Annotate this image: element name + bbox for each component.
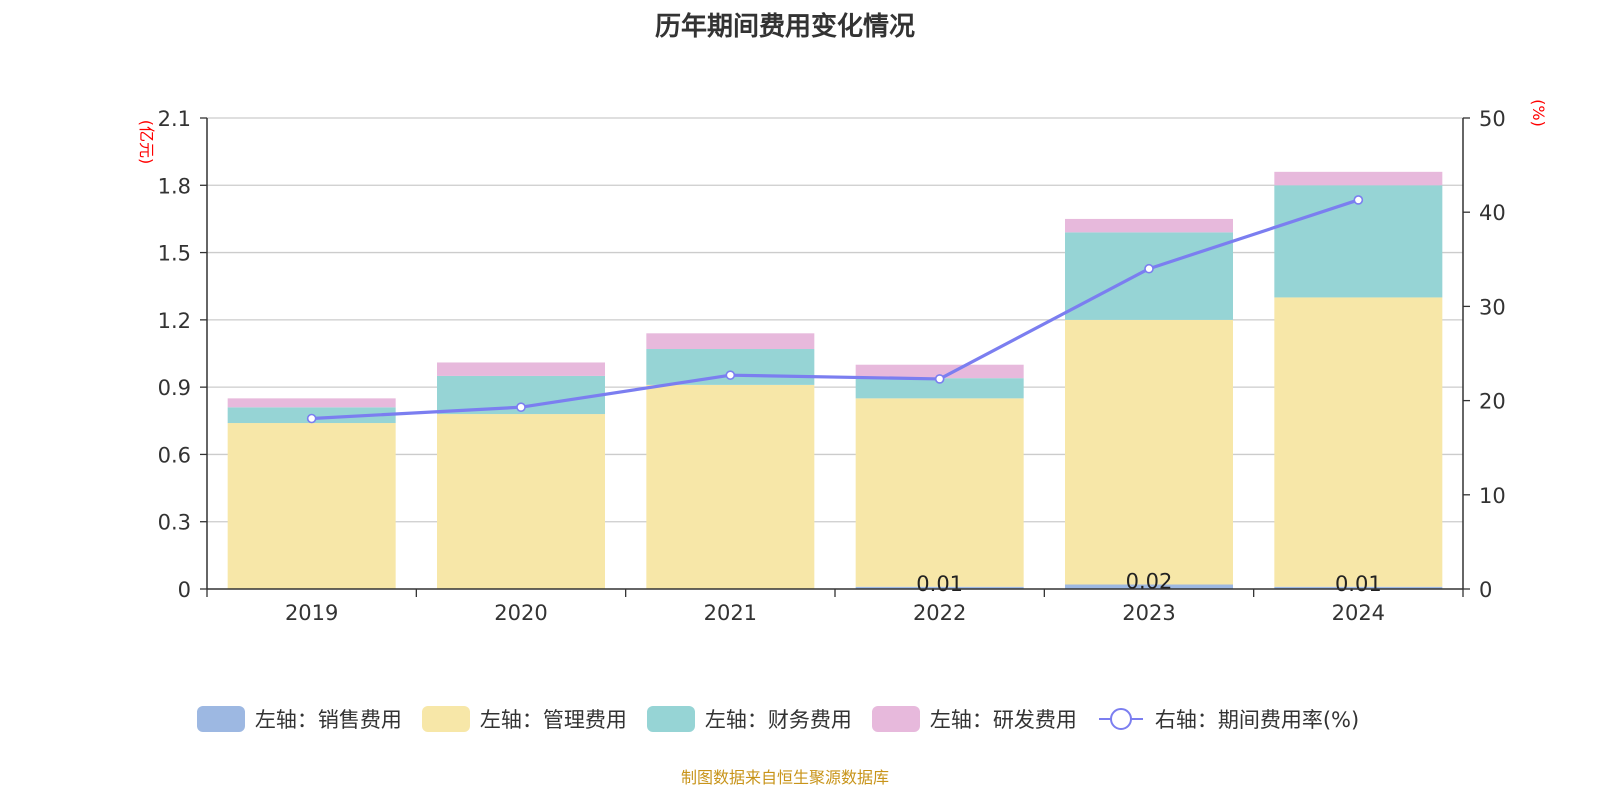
bar-admin [646, 384, 815, 589]
bar-rnd [1065, 218, 1233, 233]
right-tick-label: 50 [1479, 107, 1506, 131]
bar-sales [1274, 586, 1443, 589]
bar-rnd [1274, 171, 1443, 186]
legend-label-rate: 右轴：期间费用率(%) [1154, 708, 1360, 732]
legend-label-finance: 左轴：财务费用 [704, 708, 852, 732]
bar-finance [1065, 232, 1233, 320]
right-tick-label: 40 [1479, 201, 1506, 225]
legend-label-admin: 左轴：管理费用 [479, 708, 627, 732]
rate-point [1144, 263, 1154, 274]
rate-point [1353, 195, 1364, 205]
bar-rnd [855, 364, 1024, 379]
x-tick-label: 2023 [1122, 601, 1175, 625]
legend-item-admin[interactable]: 左轴：管理费用 [421, 704, 627, 734]
left-tick-label: 0.6 [158, 443, 191, 467]
chart-title: 历年期间费用变化情况 [654, 12, 915, 42]
x-tick-label: 2022 [913, 601, 966, 625]
left-tick-label: 0 [178, 578, 191, 602]
axes: 0 0.3 0.6 0.9 1.2 1.5 1.8 2.1 0 10 20 30 40 50 2019 202… [137, 99, 1548, 625]
legend: 左轴：销售费用 左轴：管理费用 左轴：财务费用 左轴：研发费用 右轴：期间费用率… [0, 704, 1556, 734]
data-label-sales: 0.01 [916, 572, 963, 596]
bar-finance [855, 378, 1024, 399]
rate-point [725, 370, 736, 380]
rate-line [306, 195, 1364, 424]
left-tick-label: 0.9 [158, 376, 191, 400]
left-tick-label: 1.2 [158, 309, 191, 333]
rate-point [516, 402, 526, 412]
rate-point [306, 413, 317, 424]
rate-line-path [311, 198, 1359, 421]
right-tick-label: 0 [1479, 578, 1492, 602]
bar-rnd [437, 362, 605, 376]
rate-point [934, 374, 945, 384]
data-source-note: 制图数据来自恒生聚源数据库 [680, 768, 889, 787]
legend-item-finance[interactable]: 左轴：财务费用 [646, 704, 852, 734]
bar-sales [855, 586, 1024, 589]
bar-rnd [227, 398, 396, 408]
right-tick-label: 30 [1479, 295, 1506, 319]
legend-label-rnd: 左轴：研发费用 [929, 708, 1077, 732]
x-tick-label: 2020 [494, 601, 547, 625]
left-tick-label: 1.5 [158, 242, 191, 266]
chart-plot: 0.01 0.02 0.01 0 0.3 0.6 0.9 1.2 1.5 1.8 2.1 0 10 20… [137, 99, 1548, 625]
legend-label-sales: 左轴：销售费用 [254, 708, 402, 732]
legend-swatch-admin [421, 706, 470, 732]
left-tick-label: 0.3 [158, 511, 191, 535]
right-tick-label: 20 [1479, 390, 1506, 414]
legend-swatch-rnd [871, 706, 920, 732]
bar-admin [1274, 297, 1443, 587]
gridlines [207, 117, 1463, 523]
legend-swatch-finance [646, 706, 695, 732]
bar-admin [1065, 319, 1233, 585]
bar-admin [437, 414, 605, 589]
left-tick-label: 1.8 [158, 174, 191, 198]
bars [227, 171, 1443, 589]
bar-rnd [646, 333, 815, 350]
legend-swatch-rate [1098, 708, 1143, 730]
left-tick-label: 2.1 [158, 107, 191, 131]
data-label-sales: 0.01 [1335, 572, 1382, 596]
bar-admin [855, 398, 1024, 587]
bar-admin [227, 423, 396, 589]
x-tick-label: 2021 [704, 601, 757, 625]
right-tick-label: 10 [1479, 484, 1506, 508]
right-axis-unit: (%) [1529, 99, 1548, 127]
x-tick-label: 2024 [1332, 601, 1385, 625]
legend-swatch-sales [196, 706, 245, 732]
data-label-sales: 0.02 [1126, 570, 1173, 594]
legend-item-rate[interactable]: 右轴：期间费用率(%) [1097, 704, 1359, 734]
left-axis-unit: (亿元) [137, 120, 156, 165]
legend-item-rnd[interactable]: 左轴：研发费用 [871, 704, 1077, 734]
legend-item-sales[interactable]: 左轴：销售费用 [196, 704, 402, 734]
x-tick-label: 2019 [285, 601, 338, 625]
bar-sales [1065, 584, 1233, 589]
